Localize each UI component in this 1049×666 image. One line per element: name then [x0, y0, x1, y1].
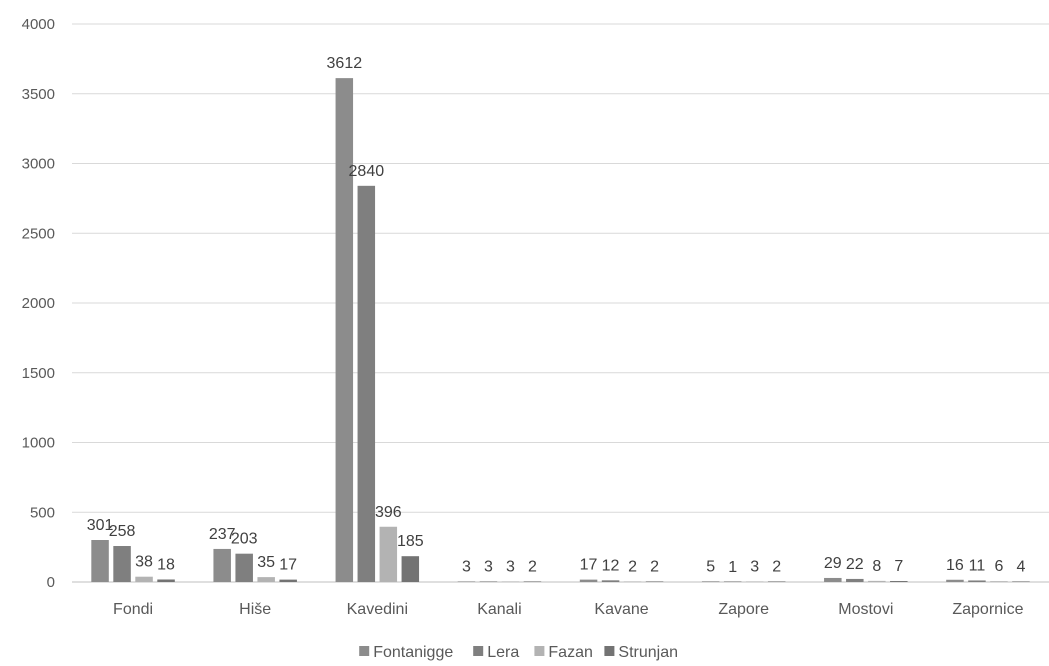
bar	[702, 581, 720, 582]
data-label: 18	[157, 556, 175, 573]
data-label: 3	[462, 559, 471, 576]
x-category-label: Fondi	[113, 601, 153, 618]
data-label: 12	[602, 557, 620, 574]
data-label: 5	[706, 558, 715, 575]
data-label: 3	[506, 559, 515, 576]
bar	[946, 580, 964, 582]
bar	[113, 546, 131, 582]
x-category-label: Zapore	[718, 601, 769, 618]
legend-item[interactable]: Lera	[473, 644, 519, 661]
data-label: 17	[279, 557, 297, 574]
data-label: 4	[1016, 558, 1025, 575]
legend-swatch	[604, 646, 614, 656]
y-tick-label: 4000	[22, 16, 55, 33]
bar	[358, 186, 376, 582]
y-tick-label: 3500	[22, 86, 55, 103]
legend-item[interactable]: Strunjan	[604, 644, 678, 661]
y-axis: 0 500 1000 1500 2000 2500 3000 3500 4000	[22, 16, 55, 591]
data-label: 38	[135, 554, 153, 571]
bar	[846, 579, 864, 582]
x-axis: Fondi Hiše Kavedini Kanali Kavane Zapore Mosto…	[113, 601, 1024, 618]
y-tick-label: 2000	[22, 295, 55, 312]
bar	[91, 540, 109, 582]
bar	[458, 581, 476, 582]
y-tick-label: 0	[47, 574, 55, 591]
gridlines	[72, 24, 1049, 582]
bar	[480, 581, 498, 582]
legend-item[interactable]: Fontanigge	[359, 644, 453, 661]
data-label: 185	[397, 533, 424, 550]
y-tick-label: 500	[30, 504, 55, 521]
bar	[990, 581, 1008, 582]
bar	[235, 554, 253, 582]
bar	[402, 556, 420, 582]
bar	[746, 581, 764, 582]
data-label: 17	[580, 557, 598, 574]
bars	[91, 78, 1029, 582]
data-label: 6	[994, 558, 1003, 575]
data-label: 3612	[327, 55, 363, 72]
legend-label: Fontanigge	[373, 644, 453, 661]
y-tick-label: 1500	[22, 365, 55, 382]
bar	[580, 580, 598, 582]
legend-swatch	[473, 646, 483, 656]
data-label: 29	[824, 555, 842, 572]
legend-label: Strunjan	[618, 644, 678, 661]
y-tick-label: 1000	[22, 435, 55, 452]
bar	[135, 577, 153, 582]
data-label: 3	[484, 559, 493, 576]
legend-swatch	[534, 646, 544, 656]
data-label: 258	[109, 523, 136, 540]
data-label: 203	[231, 531, 258, 548]
data-label: 2	[628, 559, 637, 576]
bar	[524, 581, 542, 582]
data-label: 2840	[349, 163, 385, 180]
data-label: 396	[375, 504, 402, 521]
bar	[257, 577, 275, 582]
data-label: 22	[846, 556, 864, 573]
data-label: 7	[894, 558, 903, 575]
data-label: 2	[772, 559, 781, 576]
bar	[502, 581, 520, 582]
bar	[336, 78, 354, 582]
bar	[768, 581, 786, 582]
y-tick-label: 2500	[22, 225, 55, 242]
data-label: 2	[528, 559, 537, 576]
data-label: 3	[750, 559, 759, 576]
bar	[1012, 581, 1030, 582]
bar	[157, 579, 175, 582]
data-label: 8	[872, 558, 881, 575]
legend-label: Lera	[487, 644, 519, 661]
x-category-label: Zapornice	[952, 601, 1023, 618]
bar	[968, 580, 986, 582]
x-category-label: Mostovi	[838, 601, 893, 618]
bar	[624, 581, 642, 582]
legend-label: Fazan	[548, 644, 592, 661]
bar	[824, 578, 842, 582]
x-category-label: Kavedini	[347, 601, 408, 618]
bar	[213, 549, 231, 582]
legend[interactable]: Fontanigge Lera Fazan Strunjan	[359, 644, 678, 661]
legend-item[interactable]: Fazan	[534, 644, 592, 661]
x-category-label: Hiše	[239, 601, 271, 618]
data-label: 1	[728, 559, 737, 576]
data-label: 35	[257, 554, 275, 571]
data-label: 16	[946, 557, 964, 574]
bar	[646, 581, 664, 582]
y-tick-label: 3000	[22, 156, 55, 173]
bar	[890, 581, 908, 582]
bar	[724, 581, 742, 582]
x-category-label: Kanali	[477, 601, 521, 618]
data-label: 2	[650, 559, 659, 576]
x-category-label: Kavane	[594, 601, 648, 618]
bar	[868, 581, 886, 582]
bar	[602, 580, 620, 582]
bar	[279, 580, 297, 582]
bar	[380, 527, 398, 582]
legend-swatch	[359, 646, 369, 656]
data-label: 11	[969, 557, 986, 574]
